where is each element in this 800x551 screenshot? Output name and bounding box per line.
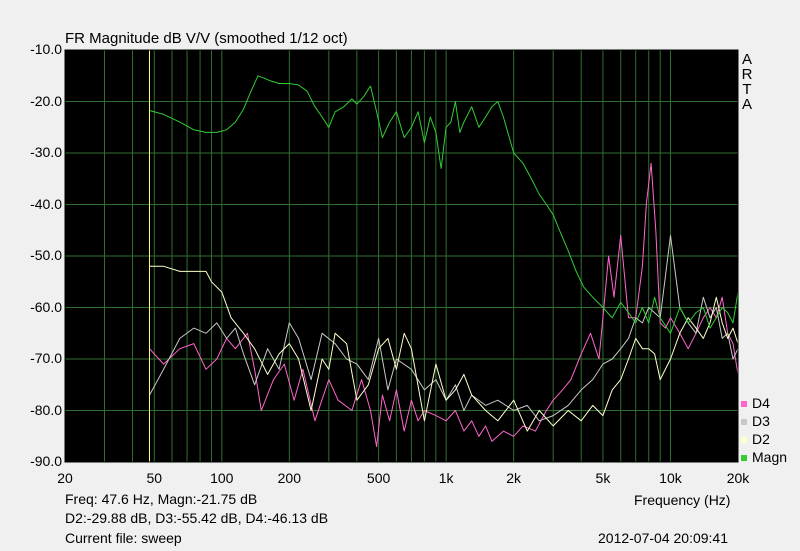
y-tick-label: -90.0 [30,453,62,469]
y-tick-label: -60.0 [30,298,62,315]
arta-letter: R [741,66,753,83]
legend-swatch [741,455,747,462]
legend-label: Magn [752,449,788,465]
arta-letter: T [742,81,752,98]
x-tick-label: 200 [277,470,301,486]
legend-item-d2[interactable]: D2 [741,431,770,447]
legend-item-d3[interactable]: D3 [741,413,770,429]
y-tick-label: -70.0 [30,350,62,366]
plot-border [64,49,739,463]
series-line-magn [149,75,739,334]
legend-item-magn[interactable]: Magn [741,449,787,465]
y-tick-label: -30.0 [30,144,62,160]
cursor-readout-2: D2:-29.88 dB, D3:-55.42 dB, D4:-46.13 dB [65,510,329,526]
y-tick-label: -20.0 [30,92,62,109]
timestamp: 2012-07-04 20:09:41 [598,530,728,546]
x-tick-label: 50 [146,470,163,486]
legend-swatch [741,401,747,408]
plot-grid [64,49,739,463]
x-tick-label: 2k [506,470,522,486]
arta-letter: A [741,96,752,113]
arta-letter: A [741,51,752,68]
x-tick-label: 500 [366,470,391,486]
x-axis-label: Frequency (Hz) [634,492,731,508]
plot-curves [149,75,739,448]
series-line-d4 [149,162,739,448]
x-tick-label: 5k [595,470,611,486]
arta-logo: A R T A [740,52,754,112]
y-tick-label: -10.0 [30,41,62,57]
legend-item-d4[interactable]: D4 [741,395,770,411]
x-tick-label: 20 [57,470,73,486]
x-tick-label: 1k [438,470,454,486]
series-line-d2 [149,265,739,432]
cursor-readout-1: Freq: 47.6 Hz, Magn:-21.75 dB [65,491,258,507]
x-tick-label: 100 [210,470,234,486]
legend-swatch [741,437,747,444]
y-tick-label: -50.0 [30,247,62,263]
legend-swatch [741,419,747,426]
series-line-d3 [149,234,739,422]
y-tick-label: -80.0 [30,401,62,418]
chart-title: FR Magnitude dB V/V (smoothed 1/12 oct) [65,30,348,47]
y-tick-label: -40.0 [30,195,62,212]
legend-label: D2 [752,431,770,447]
legend-label: D4 [752,395,770,411]
x-tick-label: 20k [726,470,750,486]
legend-label: D3 [752,413,770,429]
current-file: Current file: sweep [65,530,182,546]
x-tick-label: 10k [659,470,682,486]
